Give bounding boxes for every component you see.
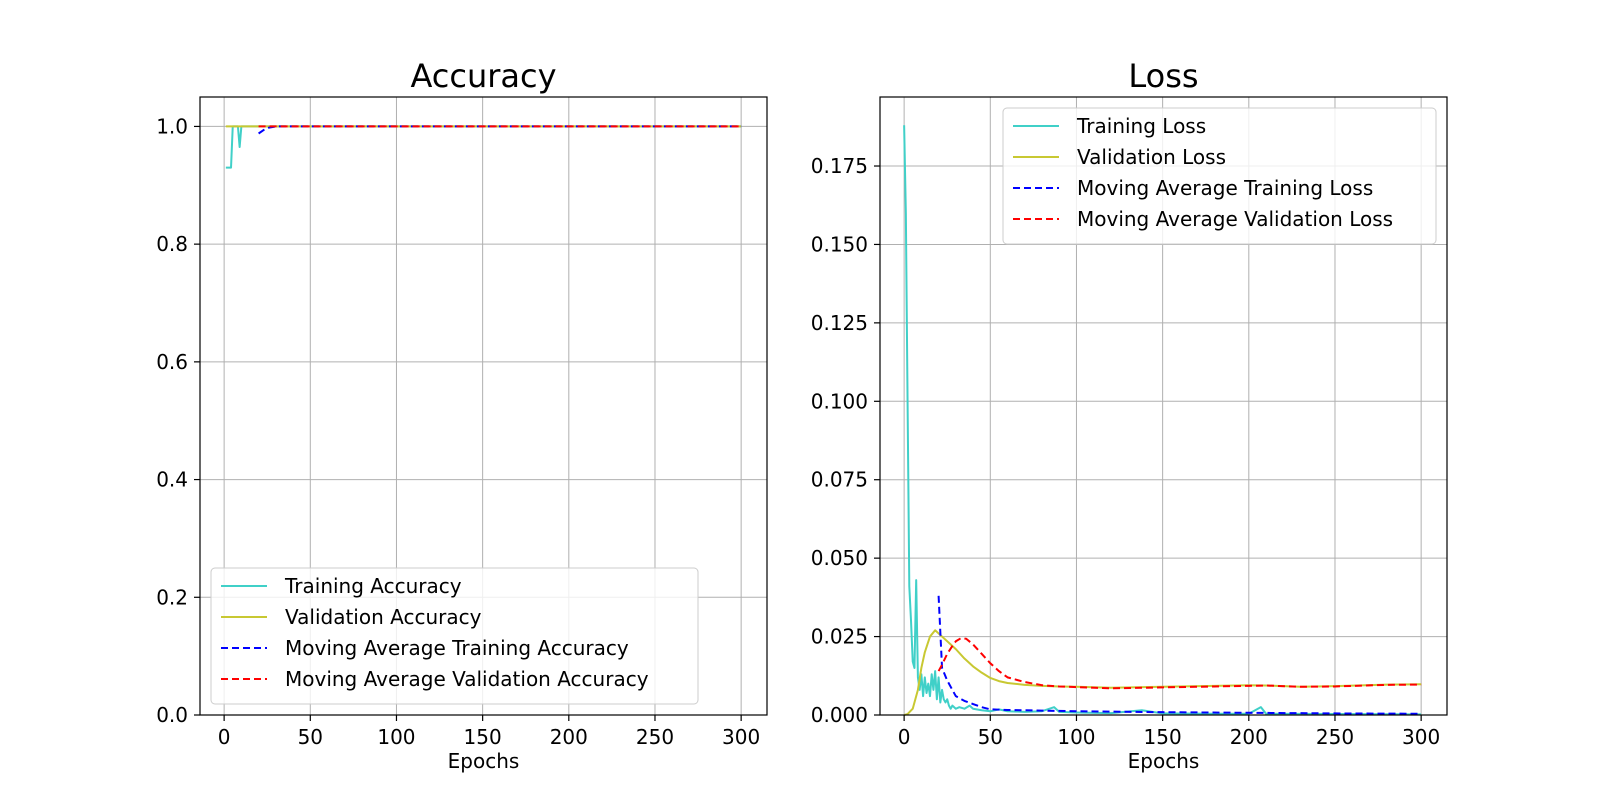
accuracy-xtick-label-4: 200	[550, 725, 588, 749]
loss-panel: 0 50 100 150 200 250 300 0.000 0.025 0.050 0.075 0.…	[811, 57, 1448, 773]
accuracy-series-2-line	[258, 125, 742, 135]
loss-x-axis-label: Epochs	[1128, 749, 1200, 773]
accuracy-series-0-line	[225, 125, 742, 169]
loss-legend-label-2: Moving Average Training Loss	[1077, 176, 1373, 200]
loss-legend-label-3: Moving Average Validation Loss	[1077, 207, 1393, 231]
accuracy-xtick-label-1: 50	[298, 725, 323, 749]
accuracy-ytick-label-3: 0.6	[156, 350, 188, 374]
loss-xtick-label-5: 250	[1316, 725, 1354, 749]
loss-legend-label-0: Training Loss	[1076, 114, 1206, 138]
accuracy-x-axis-label: Epochs	[448, 749, 520, 773]
accuracy-legend-label-1: Validation Accuracy	[285, 605, 482, 629]
accuracy-legend-label-3: Moving Average Validation Accuracy	[285, 667, 649, 691]
loss-ytick-label-1: 0.025	[811, 625, 868, 649]
loss-xtick-label-3: 150	[1144, 725, 1182, 749]
accuracy-chart-title: Accuracy	[410, 57, 556, 95]
accuracy-ytick-label-5: 1.0	[156, 114, 188, 138]
accuracy-panel: 0 50 100 150 200 250 300 0.0 0.2 0.4 0.6 0.8 1.0 Accu…	[156, 57, 768, 773]
accuracy-legend	[210, 567, 699, 705]
loss-ytick-label-2: 0.050	[811, 546, 868, 570]
loss-ytick-label-0: 0.000	[811, 703, 868, 727]
accuracy-xtick-label-0: 0	[218, 725, 231, 749]
loss-legend-label-1: Validation Loss	[1077, 145, 1226, 169]
loss-xtick-label-0: 0	[898, 725, 911, 749]
loss-xtick-label-1: 50	[978, 725, 1003, 749]
loss-series-2-line	[937, 595, 1422, 715]
accuracy-ytick-label-2: 0.4	[156, 468, 188, 492]
accuracy-xtick-label-6: 300	[722, 725, 760, 749]
loss-legend	[1002, 107, 1437, 245]
accuracy-ytick-label-1: 0.2	[156, 585, 188, 609]
loss-plot-frame	[879, 96, 1448, 716]
loss-ytick-label-3: 0.075	[811, 468, 868, 492]
accuracy-xtick-label-3: 150	[464, 725, 502, 749]
loss-ytick-label-4: 0.100	[811, 389, 868, 413]
accuracy-legend-label-2: Moving Average Training Accuracy	[285, 636, 629, 660]
loss-ytick-label-7: 0.175	[811, 154, 868, 178]
accuracy-xtick-label-5: 250	[636, 725, 674, 749]
loss-ytick-label-5: 0.125	[811, 311, 868, 335]
loss-ytick-label-6: 0.150	[811, 232, 868, 256]
accuracy-xtick-label-2: 100	[377, 725, 415, 749]
accuracy-legend-label-0: Training Accuracy	[284, 574, 462, 598]
loss-chart-title: Loss	[1128, 57, 1198, 95]
accuracy-plot-frame	[199, 96, 768, 716]
accuracy-ytick-label-0: 0.0	[156, 703, 188, 727]
loss-xtick-label-2: 100	[1057, 725, 1095, 749]
accuracy-ytick-label-4: 0.8	[156, 232, 188, 256]
loss-xtick-label-4: 200	[1230, 725, 1268, 749]
loss-series-3-line	[937, 637, 1422, 690]
loss-xtick-label-6: 300	[1402, 725, 1440, 749]
